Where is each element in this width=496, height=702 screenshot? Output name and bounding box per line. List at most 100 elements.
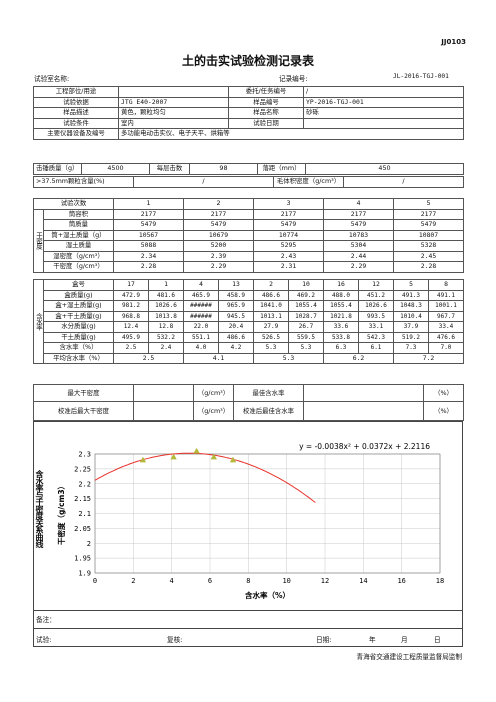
- moisture-cell[interactable]: 4.2: [218, 342, 254, 354]
- moisture-cell[interactable]: 1010.4: [393, 310, 429, 322]
- moisture-cell[interactable]: 476.6: [428, 331, 464, 343]
- sample-name-value[interactable]: 砂砾: [303, 107, 464, 119]
- moisture-cell[interactable]: 491.3: [393, 289, 429, 301]
- moisture-cell[interactable]: 26.7: [288, 321, 324, 333]
- density-cell[interactable]: 5295: [253, 240, 324, 252]
- moisture-cell[interactable]: 533.8: [323, 331, 359, 343]
- moisture-cell[interactable]: 5.3: [288, 342, 324, 354]
- moisture-cell[interactable]: 945.5: [218, 310, 254, 322]
- density-cell[interactable]: 2.45: [393, 250, 464, 262]
- drop-value[interactable]: 450: [305, 163, 464, 175]
- moisture-cell[interactable]: 469.2: [288, 289, 324, 301]
- blows-value[interactable]: 98: [189, 163, 258, 175]
- density-cell[interactable]: 5088: [113, 240, 184, 252]
- avg-cell[interactable]: 2.5: [113, 352, 184, 364]
- moisture-cell[interactable]: 1028.7: [288, 310, 324, 322]
- density-cell[interactable]: 10679: [183, 229, 254, 241]
- moisture-cell[interactable]: 33.6: [323, 321, 359, 333]
- moisture-cell[interactable]: 6.3: [323, 342, 359, 354]
- moisture-cell[interactable]: 526.5: [253, 331, 289, 343]
- coarse-value[interactable]: /: [133, 176, 274, 188]
- moisture-cell[interactable]: 6.1: [358, 342, 394, 354]
- date-value[interactable]: [303, 117, 464, 129]
- density-cell[interactable]: 2.34: [113, 250, 184, 262]
- task-value[interactable]: /: [303, 86, 464, 98]
- moisture-cell[interactable]: 2.5: [113, 342, 149, 354]
- moisture-cell[interactable]: 7.3: [393, 342, 429, 354]
- opt-w-value[interactable]: [303, 384, 424, 402]
- density-cell[interactable]: 5200: [183, 240, 254, 252]
- max-dd-value[interactable]: [133, 384, 194, 402]
- moisture-cell[interactable]: 1021.8: [323, 310, 359, 322]
- moisture-cell[interactable]: 33.4: [428, 321, 464, 333]
- moisture-cell[interactable]: 993.5: [358, 310, 394, 322]
- moisture-cell[interactable]: 1048.3: [393, 300, 429, 312]
- density-cell[interactable]: 2177: [393, 208, 464, 220]
- density-cell[interactable]: 2177: [183, 208, 254, 220]
- project-value[interactable]: [118, 86, 229, 98]
- moisture-cell[interactable]: 532.2: [148, 331, 184, 343]
- moisture-cell[interactable]: 491.1: [428, 289, 464, 301]
- moisture-cell[interactable]: 1013.1: [253, 310, 289, 322]
- moisture-cell[interactable]: 542.3: [358, 331, 394, 343]
- basis-value[interactable]: JTG E40-2007: [118, 96, 229, 108]
- density-cell[interactable]: 5479: [393, 219, 464, 231]
- moisture-cell[interactable]: ######: [183, 310, 219, 322]
- moisture-cell[interactable]: 559.5: [288, 331, 324, 343]
- moisture-cell[interactable]: 551.1: [183, 331, 219, 343]
- corr-w-value[interactable]: [303, 401, 424, 421]
- moisture-cell[interactable]: 7.0: [428, 342, 464, 354]
- moisture-cell[interactable]: 465.9: [183, 289, 219, 301]
- moisture-cell[interactable]: 968.8: [113, 310, 149, 322]
- density-cell[interactable]: 5479: [253, 219, 324, 231]
- cond-value[interactable]: 室内: [118, 117, 229, 129]
- moisture-cell[interactable]: 20.4: [218, 321, 254, 333]
- density-cell[interactable]: 2.39: [183, 250, 254, 262]
- moisture-cell[interactable]: 1055.4: [323, 300, 359, 312]
- hammer-value[interactable]: 4500: [81, 163, 150, 175]
- desc-value[interactable]: 黄色，颗粒均匀: [118, 107, 229, 119]
- density-cell[interactable]: 5479: [183, 219, 254, 231]
- density-cell[interactable]: 5304: [323, 240, 394, 252]
- moisture-cell[interactable]: 1026.6: [148, 300, 184, 312]
- density-cell[interactable]: 2.28: [113, 261, 184, 273]
- moisture-cell[interactable]: 488.0: [323, 289, 359, 301]
- moisture-cell[interactable]: 27.9: [253, 321, 289, 333]
- moisture-cell[interactable]: 967.7: [428, 310, 464, 322]
- moisture-cell[interactable]: 519.2: [393, 331, 429, 343]
- moisture-cell[interactable]: 451.2: [358, 289, 394, 301]
- avg-cell[interactable]: 7.2: [393, 352, 464, 364]
- moisture-cell[interactable]: 12.8: [148, 321, 184, 333]
- moisture-cell[interactable]: ######: [183, 300, 219, 312]
- density-cell[interactable]: 2177: [253, 208, 324, 220]
- density-cell[interactable]: 2.31: [253, 261, 324, 273]
- density-cell[interactable]: 2.29: [323, 261, 394, 273]
- avg-cell[interactable]: 5.3: [253, 352, 324, 364]
- moisture-cell[interactable]: 5.3: [253, 342, 289, 354]
- density-cell[interactable]: 2.44: [323, 250, 394, 262]
- density-cell[interactable]: 2.28: [393, 261, 464, 273]
- density-cell[interactable]: 10783: [323, 229, 394, 241]
- density-cell[interactable]: 5479: [323, 219, 394, 231]
- density-cell[interactable]: 2.29: [183, 261, 254, 273]
- density-cell[interactable]: 5328: [393, 240, 464, 252]
- density-cell[interactable]: 5479: [113, 219, 184, 231]
- avg-cell[interactable]: 6.2: [323, 352, 394, 364]
- density-cell[interactable]: 2.43: [253, 250, 324, 262]
- avg-cell[interactable]: 4.1: [183, 352, 254, 364]
- sample-no-value[interactable]: YP-2016-TGJ-001: [303, 96, 464, 108]
- moisture-cell[interactable]: 22.0: [183, 321, 219, 333]
- moisture-cell[interactable]: 1055.4: [288, 300, 324, 312]
- moisture-cell[interactable]: 486.6: [253, 289, 289, 301]
- moisture-cell[interactable]: 12.4: [113, 321, 149, 333]
- density-cell[interactable]: 10567: [113, 229, 184, 241]
- moisture-cell[interactable]: 458.9: [218, 289, 254, 301]
- moisture-cell[interactable]: 1026.6: [358, 300, 394, 312]
- moisture-cell[interactable]: 981.2: [113, 300, 149, 312]
- moisture-cell[interactable]: 481.6: [148, 289, 184, 301]
- density-cell[interactable]: 2177: [113, 208, 184, 220]
- moisture-cell[interactable]: 37.9: [393, 321, 429, 333]
- moisture-cell[interactable]: 1041.0: [253, 300, 289, 312]
- moisture-cell[interactable]: 965.9: [218, 300, 254, 312]
- moisture-cell[interactable]: 495.9: [113, 331, 149, 343]
